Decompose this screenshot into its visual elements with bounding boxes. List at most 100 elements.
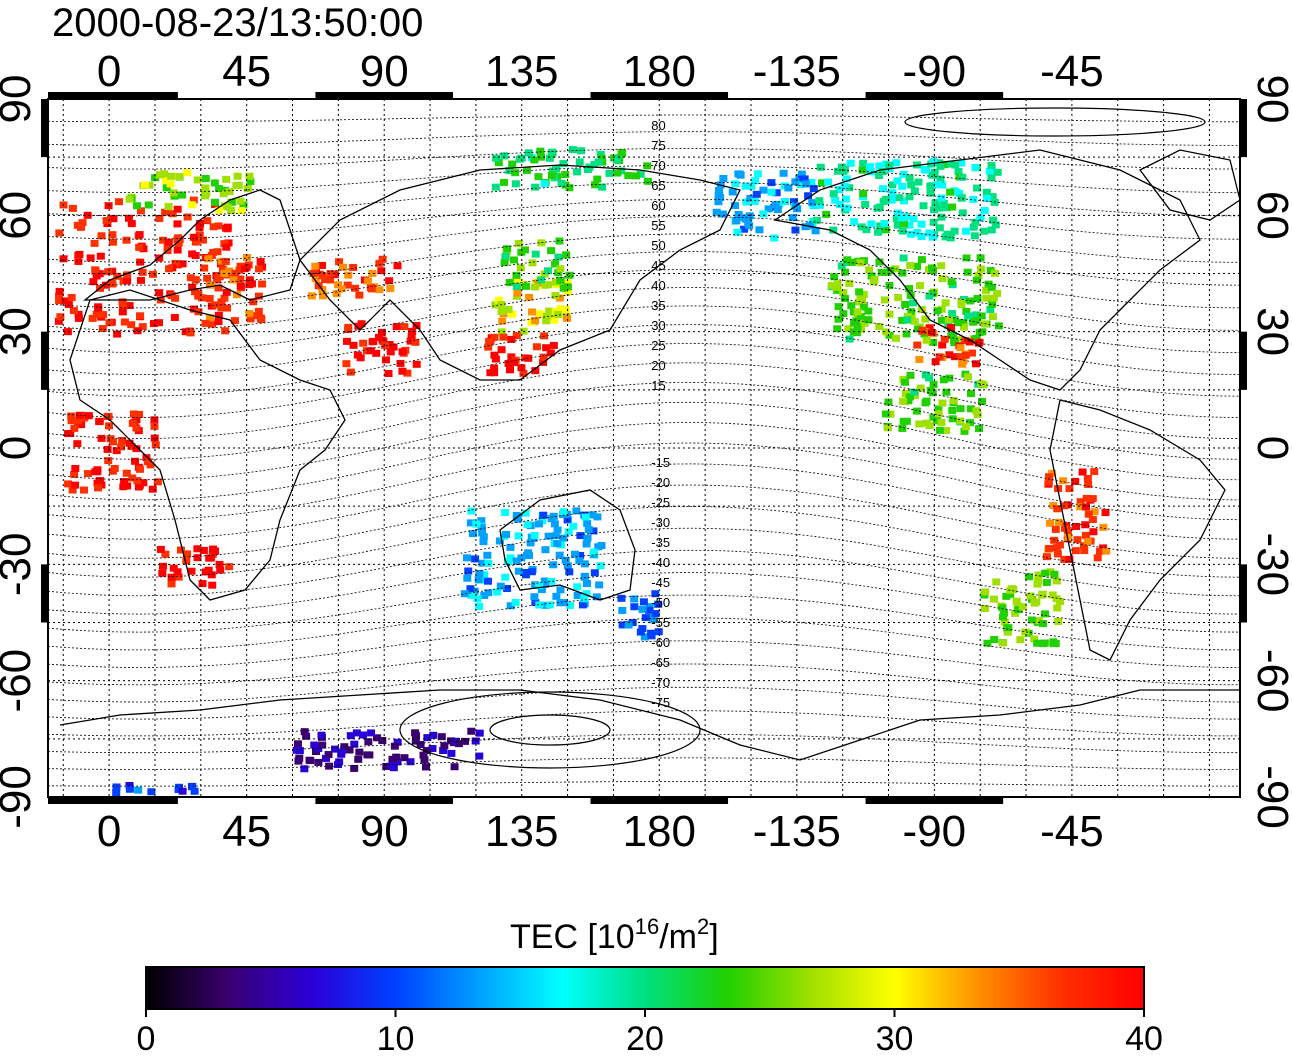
tec-cell (948, 331, 957, 339)
tec-cell (154, 319, 163, 327)
tec-cell (191, 252, 200, 260)
tec-cell (939, 199, 948, 207)
tec-cell (504, 305, 513, 313)
tec-cell (905, 174, 914, 182)
tec-cell (393, 758, 402, 766)
tec-cell (317, 261, 326, 269)
tec-cell (987, 161, 996, 169)
tec-cell (966, 405, 975, 413)
mag-lat-label: -45 (651, 575, 670, 590)
tec-cell (764, 205, 773, 213)
tec-cell (916, 282, 925, 290)
tec-cell (210, 179, 219, 187)
tec-cell (74, 257, 83, 265)
tec-cell (835, 186, 844, 194)
tec-cell (961, 423, 970, 431)
tec-cell (745, 222, 754, 230)
tec-cell (344, 271, 353, 279)
tec-cell (630, 603, 639, 611)
tec-cell (718, 210, 727, 218)
tec-cell (531, 283, 540, 291)
tec-cell (1096, 547, 1105, 555)
tec-cell (547, 247, 556, 255)
tec-cell (559, 284, 568, 292)
tec-cell (307, 292, 316, 300)
tec-cell (643, 177, 652, 185)
tec-cell (428, 745, 437, 753)
tec-cell (929, 157, 938, 165)
tec-cell (1034, 571, 1043, 579)
tec-cell (1102, 547, 1111, 555)
tec-cell (366, 284, 375, 292)
tec-cell (392, 753, 401, 761)
tec-cell (254, 307, 263, 315)
bottom-lon-tick-label: -45 (1040, 807, 1104, 856)
tec-cell (71, 481, 80, 489)
tec-cell (211, 301, 220, 309)
left-lat-tick-label: 60 (0, 191, 40, 240)
colorbar-label: TEC [1016/m2] (510, 914, 719, 956)
tec-cell (466, 519, 475, 527)
tec-cell (136, 312, 145, 320)
tec-cell (170, 313, 179, 321)
tec-cell (568, 146, 577, 154)
tec-cell (364, 738, 373, 746)
tec-cell (811, 227, 820, 235)
tec-cell (537, 586, 546, 594)
right-lat-tick-label: -30 (1248, 533, 1292, 597)
tec-cell (559, 508, 568, 516)
tec-cell (372, 349, 381, 357)
tec-cell (75, 411, 84, 419)
tec-cell (879, 185, 888, 193)
tec-cell (958, 209, 967, 217)
tec-cell (466, 585, 475, 593)
tec-cell (853, 308, 862, 316)
tec-cell (934, 405, 943, 413)
tec-cell (132, 424, 141, 432)
tec-cell (67, 412, 76, 420)
tec-cell (998, 613, 1007, 621)
tec-cell (922, 336, 931, 344)
tec-cell (909, 215, 918, 223)
tec-cell (977, 380, 986, 388)
tec-cell (468, 530, 477, 538)
tec-cell (73, 440, 82, 448)
mag-lat-label: 75 (651, 138, 665, 153)
tec-cell (507, 335, 516, 343)
tec-cell (929, 413, 938, 421)
tec-cell (753, 170, 762, 178)
tec-cell (972, 311, 981, 319)
tec-cell (892, 159, 901, 167)
tec-cell (135, 231, 144, 239)
tec-cell (550, 520, 559, 528)
tec-cell (501, 252, 510, 260)
tec-cell (950, 337, 959, 345)
tec-cell (891, 334, 900, 342)
tec-cell (542, 317, 551, 325)
tec-cell (925, 324, 934, 332)
tec-cell (477, 523, 486, 531)
tec-cell (71, 464, 80, 472)
tec-cell (986, 306, 995, 314)
tec-cell (812, 216, 821, 224)
tec-cell (146, 461, 155, 469)
tec-cell (475, 729, 484, 737)
tec-cell (1076, 503, 1085, 511)
tec-cell (475, 602, 484, 610)
tec-cell (164, 202, 173, 210)
tec-cell (555, 237, 564, 245)
tec-cell (905, 393, 914, 401)
tec-cell (893, 221, 902, 229)
tec-cell (159, 562, 168, 570)
tec-cell (745, 212, 754, 220)
tec-cell (867, 272, 876, 280)
left-lat-tick-label: -60 (0, 649, 40, 713)
mag-lat-contour (48, 781, 1240, 787)
tec-cell (120, 478, 129, 486)
tec-cell (335, 258, 344, 266)
tec-cell (1101, 509, 1110, 517)
tec-cell (808, 217, 817, 225)
mag-lat-contour (48, 442, 1240, 521)
tec-cell (205, 295, 214, 303)
